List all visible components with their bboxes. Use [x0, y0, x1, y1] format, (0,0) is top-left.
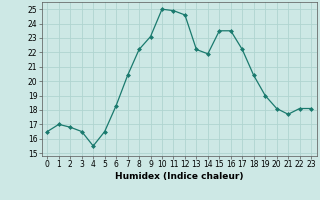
X-axis label: Humidex (Indice chaleur): Humidex (Indice chaleur)	[115, 172, 244, 181]
